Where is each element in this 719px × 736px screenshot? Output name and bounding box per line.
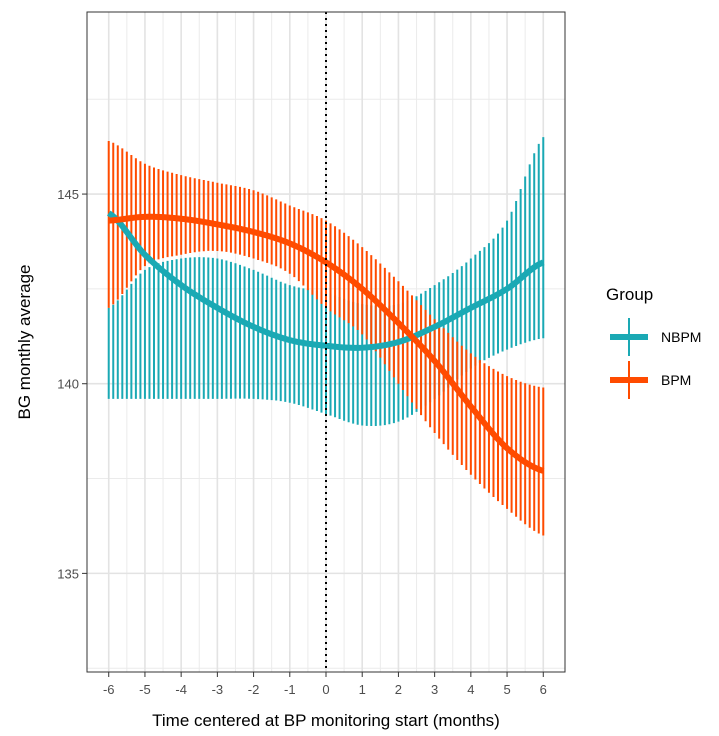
y-axis-title: BG monthly average [15, 265, 34, 420]
x-tick-label: -4 [175, 682, 187, 697]
y-tick-label: 145 [57, 187, 79, 202]
y-axis: 135 140 145 [57, 187, 87, 581]
x-axis: -6 -5 -4 -3 -2 -1 0 1 2 3 4 5 6 [103, 672, 547, 697]
y-tick-label: 135 [57, 566, 79, 581]
legend-title: Group [606, 285, 653, 304]
x-tick-label: -3 [212, 682, 224, 697]
x-tick-label: 5 [503, 682, 510, 697]
x-tick-label: -5 [139, 682, 151, 697]
x-tick-label: 6 [540, 682, 547, 697]
legend: Group NBPM BPM [606, 285, 701, 399]
x-tick-label: 3 [431, 682, 438, 697]
series-line-nbpm [107, 210, 545, 351]
legend-label-bpm: BPM [661, 372, 691, 388]
x-axis-title: Time centered at BP monitoring start (mo… [152, 711, 500, 730]
x-tick-label: 4 [467, 682, 474, 697]
series-line-group-nbpm [107, 210, 545, 351]
legend-key-bpm: BPM [610, 361, 691, 399]
series-line-bpm [108, 213, 545, 474]
x-tick-label: -1 [284, 682, 296, 697]
series-layer [107, 137, 545, 536]
y-tick-label: 140 [57, 377, 79, 392]
legend-label-nbpm: NBPM [661, 329, 701, 345]
x-tick-label: -6 [103, 682, 115, 697]
legend-key-nbpm: NBPM [610, 318, 701, 356]
x-tick-label: 2 [395, 682, 402, 697]
series-line-group-bpm [108, 213, 545, 474]
x-tick-label: 1 [359, 682, 366, 697]
x-tick-label: -2 [248, 682, 260, 697]
x-tick-label: 0 [322, 682, 329, 697]
